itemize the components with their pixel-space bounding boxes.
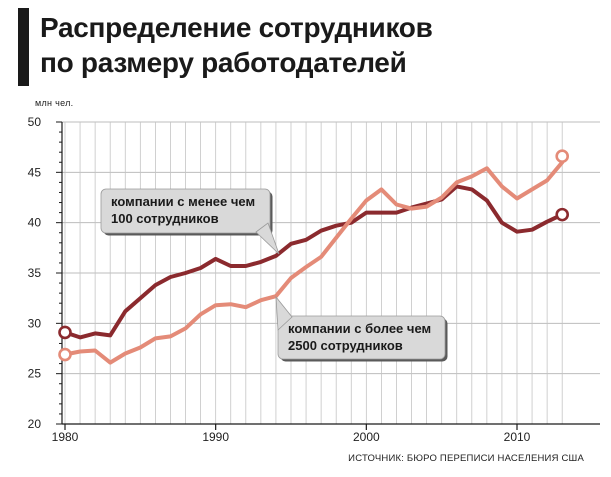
- y-axis-unit-label: млн чел.: [35, 98, 74, 108]
- chart-title-line-2: по размеру работодателей: [40, 47, 407, 78]
- y-tick-label: 30: [28, 316, 42, 330]
- chart-title-line-1: Распределение сотрудников: [40, 12, 433, 43]
- x-tick-label: 1990: [202, 430, 229, 444]
- callout-text-line: компании с более чем: [288, 321, 431, 336]
- callout-1: компании с менее чем 100 сотрудников: [100, 188, 280, 255]
- x-tick-label: 1980: [52, 430, 79, 444]
- source-note: ИСТОЧНИК: БЮРО ПЕРЕПИСИ НАСЕЛЕНИЯ США: [348, 453, 584, 464]
- y-tick-label: 35: [28, 266, 42, 280]
- series-line-2: [63, 160, 565, 365]
- y-tick-labels: 20 25 30 35 40 45 50: [28, 115, 42, 431]
- end-marker-1: [555, 207, 570, 222]
- x-tick-label: 2010: [504, 430, 531, 444]
- y-tick-label: 45: [28, 165, 42, 179]
- callout-box: [277, 315, 446, 360]
- callout-2: компании с более чем 2500 сотрудников: [275, 295, 448, 362]
- callout-box: [100, 188, 271, 234]
- series-line-1: [63, 184, 565, 340]
- y-tick-label: 25: [28, 367, 42, 381]
- endpoint-markers: [58, 149, 570, 362]
- x-tick-labels: 1980 1990 2000 2010: [52, 430, 531, 444]
- series-lines: [63, 160, 565, 365]
- start-marker-1: [58, 325, 72, 340]
- y-tick-label: 20: [28, 417, 42, 431]
- grid: [62, 121, 600, 425]
- y-tick-label: 50: [28, 115, 42, 129]
- callout-pointer: [275, 295, 293, 331]
- callout-text-line: 2500 сотрудников: [288, 338, 403, 353]
- y-tick-label: 40: [28, 216, 42, 230]
- title-accent-bar: [18, 8, 29, 86]
- axes: [56, 121, 600, 430]
- end-marker-2: [555, 149, 570, 164]
- callout-text-line: 100 сотрудников: [111, 211, 219, 226]
- start-marker-2: [58, 347, 72, 362]
- callout-pointer: [255, 222, 280, 255]
- x-tick-label: 2000: [353, 430, 380, 444]
- chart-title: Распределение сотрудников по размеру раб…: [40, 10, 600, 80]
- callout-text-line: компании с менее чем: [111, 194, 255, 209]
